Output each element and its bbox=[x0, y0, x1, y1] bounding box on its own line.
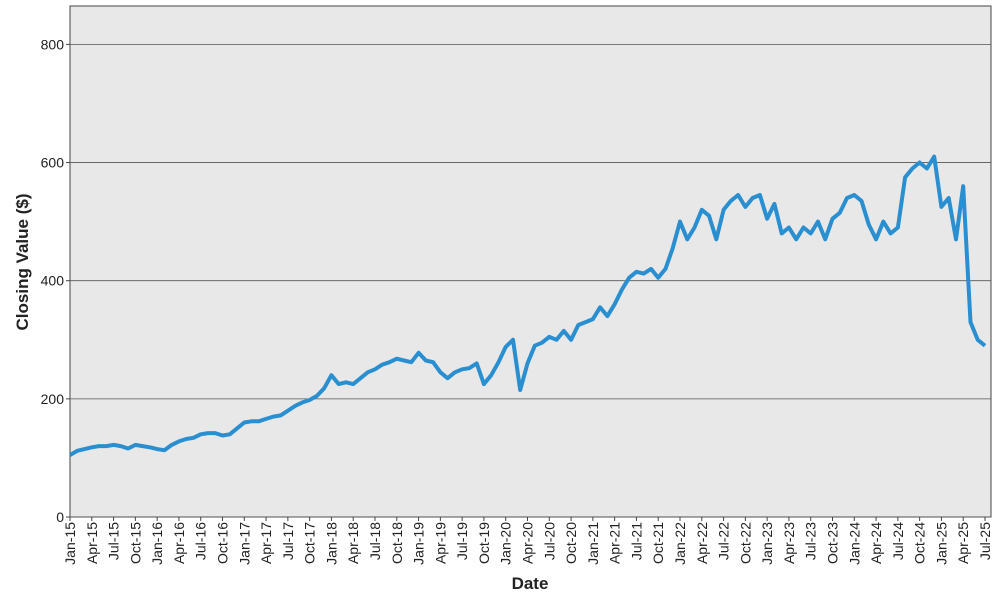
x-tick-label: Oct-15 bbox=[127, 522, 143, 564]
x-tick-label: Apr-20 bbox=[520, 522, 536, 564]
y-tick-label: 800 bbox=[41, 36, 65, 52]
x-tick-label: Jul-20 bbox=[541, 522, 557, 560]
x-tick-label: Jan-20 bbox=[498, 522, 514, 565]
x-tick-label: Oct-17 bbox=[302, 522, 318, 564]
x-tick-label: Apr-24 bbox=[868, 522, 884, 564]
x-axis-title: Date bbox=[512, 574, 549, 593]
x-tick-label: Jul-15 bbox=[106, 522, 122, 560]
x-tick-label: Apr-15 bbox=[84, 522, 100, 564]
x-tick-label: Jan-21 bbox=[585, 522, 601, 565]
x-tick-label: Oct-23 bbox=[825, 522, 841, 564]
x-tick-label: Apr-19 bbox=[432, 522, 448, 564]
y-tick-label: 400 bbox=[41, 273, 65, 289]
x-tick-label: Jan-23 bbox=[759, 522, 775, 565]
x-tick-label: Oct-24 bbox=[912, 522, 928, 564]
x-tick-label: Apr-22 bbox=[694, 522, 710, 564]
x-tick-label: Jan-15 bbox=[62, 522, 78, 565]
x-tick-label: Jan-22 bbox=[672, 522, 688, 565]
x-tick-label: Oct-21 bbox=[650, 522, 666, 564]
x-tick-label: Apr-16 bbox=[171, 522, 187, 564]
x-tick-label: Apr-25 bbox=[955, 522, 971, 564]
x-tick-label: Apr-17 bbox=[258, 522, 274, 564]
x-tick-label: Jul-21 bbox=[628, 522, 644, 560]
x-tick-label: Jan-25 bbox=[933, 522, 949, 565]
x-tick-label: Jul-19 bbox=[454, 522, 470, 560]
x-tick-label: Jan-17 bbox=[236, 522, 252, 565]
x-tick-label: Jan-19 bbox=[411, 522, 427, 565]
x-tick-label: Apr-18 bbox=[345, 522, 361, 564]
x-tick-label: Jan-16 bbox=[149, 522, 165, 565]
x-tick-label: Apr-21 bbox=[607, 522, 623, 564]
x-tick-label: Oct-16 bbox=[215, 522, 231, 564]
x-tick-label: Oct-22 bbox=[737, 522, 753, 564]
y-tick-label: 600 bbox=[41, 155, 65, 171]
x-tick-label: Jul-18 bbox=[367, 522, 383, 560]
x-tick-label: Jul-22 bbox=[716, 522, 732, 560]
x-tick-label: Jul-17 bbox=[280, 522, 296, 560]
x-tick-label: Apr-23 bbox=[781, 522, 797, 564]
x-tick-label: Oct-20 bbox=[563, 522, 579, 564]
x-tick-label: Jul-24 bbox=[890, 522, 906, 560]
y-tick-label: 200 bbox=[41, 391, 65, 407]
x-tick-label: Oct-19 bbox=[476, 522, 492, 564]
price-line bbox=[69, 154, 987, 457]
y-tick-label: 0 bbox=[56, 509, 64, 525]
x-tick-label: Jan-24 bbox=[846, 522, 862, 565]
x-tick-label: Jul-16 bbox=[193, 522, 209, 560]
x-tick-label: Oct-18 bbox=[389, 522, 405, 564]
x-tick-label: Jul-23 bbox=[803, 522, 819, 560]
y-axis-title: Closing Value ($) bbox=[13, 194, 32, 331]
plot-area bbox=[69, 5, 992, 518]
x-tick-label: Jan-18 bbox=[323, 522, 339, 565]
x-tick-label: Jul-25 bbox=[977, 522, 993, 560]
